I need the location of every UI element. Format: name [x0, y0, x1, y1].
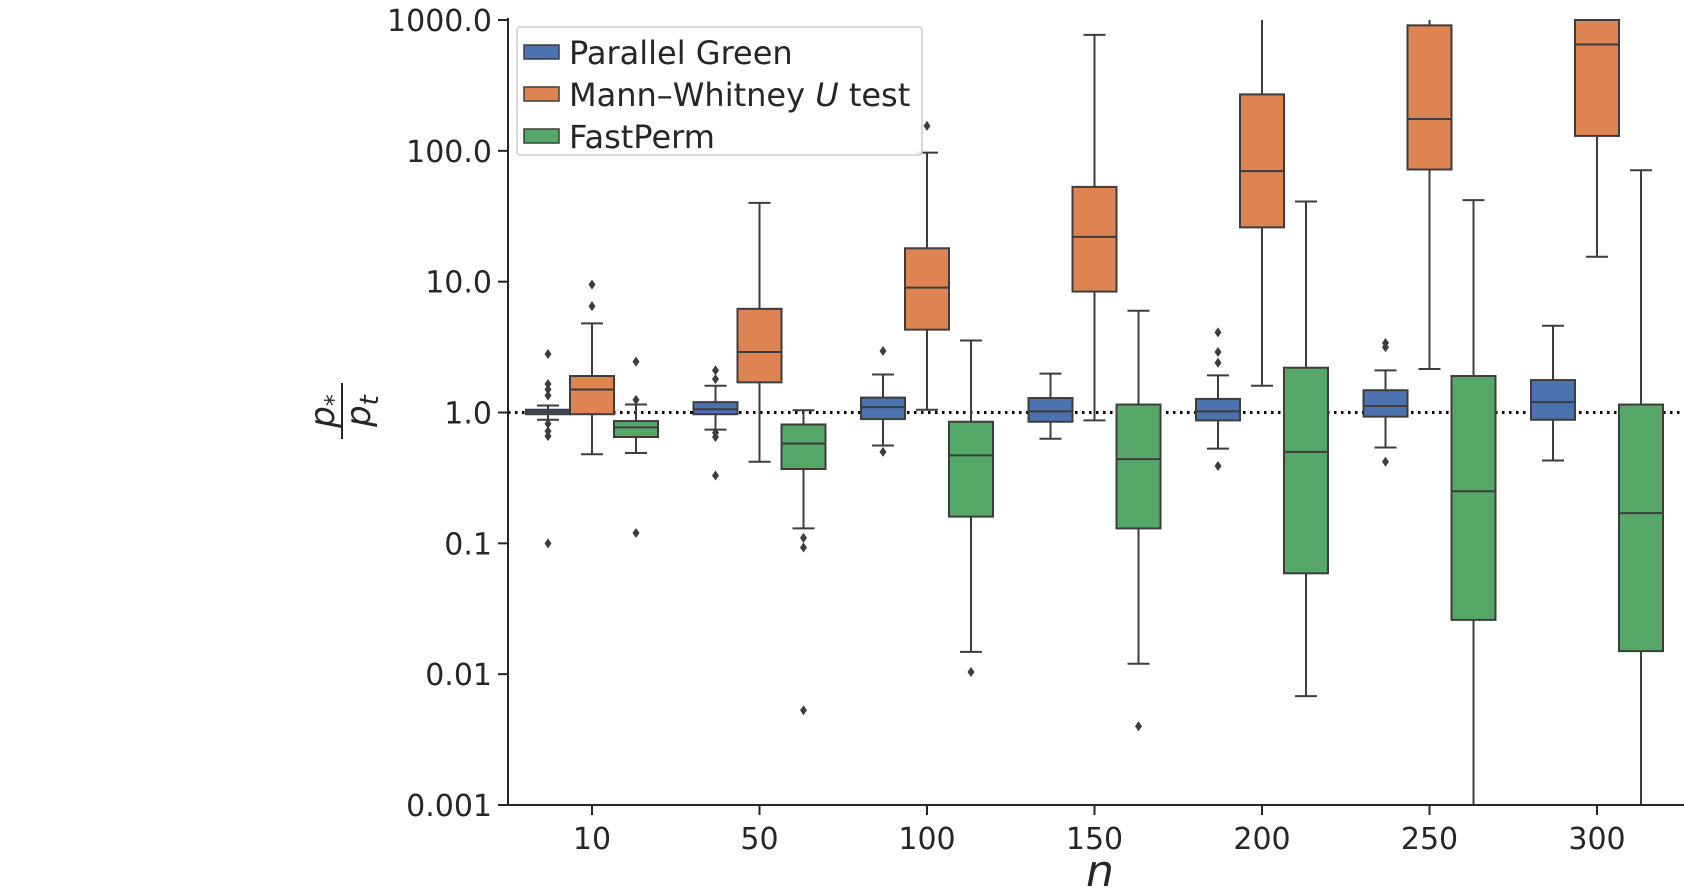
legend-entry-label: FastPerm — [569, 118, 715, 156]
y-tick-label: 0.001 — [406, 789, 492, 824]
outlier-point — [923, 120, 931, 131]
outlier-point — [800, 705, 807, 716]
box-body — [1115, 403, 1162, 530]
y-tick-label: 1.0 — [444, 397, 492, 432]
y-tick-label: 0.1 — [444, 527, 492, 562]
outlier-point — [544, 538, 552, 549]
box-body — [1406, 24, 1453, 171]
box-fastperm-50 — [780, 409, 827, 716]
legend-swatch — [523, 44, 560, 60]
x-tick-label: 150 — [1066, 822, 1123, 857]
outlier-point — [588, 279, 596, 290]
box-body — [1239, 93, 1285, 229]
box-parallel-green-150 — [1027, 372, 1074, 440]
legend-swatch — [523, 86, 560, 102]
box-body — [569, 375, 615, 416]
outlier-point — [544, 390, 552, 401]
y-axis-label-fraction: p*pt — [303, 383, 385, 439]
box-parallel-green-10 — [525, 348, 571, 549]
box-mann-whitney-u-test-10 — [569, 279, 615, 456]
outlier-point — [1214, 461, 1222, 472]
outlier-point — [632, 394, 640, 405]
legend-entry-label: Mann–Whitney U test — [569, 76, 910, 114]
outlier-point — [712, 374, 719, 385]
box-fastperm-200 — [1283, 200, 1329, 698]
box-body — [1195, 397, 1241, 422]
box-body — [780, 423, 827, 470]
outlier-point — [1382, 456, 1389, 467]
box-body — [1574, 19, 1620, 137]
box-mann-whitney-u-test-150 — [1071, 33, 1118, 422]
outlier-point — [544, 418, 552, 429]
box-body — [1618, 403, 1664, 653]
legend-box — [516, 26, 923, 156]
box-mann-whitney-u-test-300 — [1574, 19, 1620, 258]
outlier-point — [544, 384, 552, 395]
box-mann-whitney-u-test-100 — [904, 120, 950, 411]
box-body — [1027, 397, 1074, 423]
outlier-point — [1214, 327, 1222, 338]
legend: Parallel Green Mann–Whitney U test FastPer… — [516, 26, 923, 156]
box-body — [1283, 366, 1329, 575]
box-mann-whitney-u-test-250 — [1406, 20, 1453, 371]
x-tick-label: 250 — [1401, 822, 1458, 857]
box-fastperm-150 — [1115, 309, 1162, 732]
y-axis-label: p*pt — [303, 383, 385, 439]
x-tick-label: 50 — [740, 822, 778, 857]
box-body — [613, 420, 659, 438]
outlier-point — [632, 356, 640, 367]
outlier-point — [879, 346, 887, 357]
box-fastperm-100 — [948, 339, 994, 677]
box-body — [1450, 375, 1497, 621]
outlier-point — [544, 431, 552, 442]
y-tick-label: 100.0 — [406, 135, 492, 170]
box-body — [1071, 185, 1118, 293]
outlier-point — [1214, 347, 1222, 358]
box-body — [1362, 389, 1409, 418]
outlier-point — [967, 666, 975, 677]
box-parallel-green-50 — [692, 365, 739, 481]
box-fastperm-250 — [1450, 199, 1497, 805]
box-mann-whitney-u-test-200 — [1239, 20, 1285, 387]
y-tick-label: 10.0 — [425, 266, 492, 301]
outlier-point — [712, 365, 719, 376]
box-body — [904, 247, 950, 331]
box-body — [860, 396, 906, 421]
outlier-point — [1214, 357, 1222, 368]
outlier-point — [544, 379, 552, 390]
outlier-point — [712, 431, 719, 442]
box-mann-whitney-u-test-50 — [736, 201, 783, 463]
x-tick-label: 200 — [1233, 822, 1290, 857]
box-parallel-green-100 — [860, 346, 906, 457]
outlier-point — [800, 542, 807, 553]
outlier-point — [588, 301, 596, 312]
box-body — [692, 401, 739, 416]
outlier-point — [1135, 721, 1142, 732]
box-body — [1530, 379, 1576, 421]
y-tick-label: 1000.0 — [387, 4, 492, 39]
box-body — [736, 307, 783, 384]
outlier-point — [712, 470, 719, 481]
outlier-point — [544, 348, 552, 359]
legend-swatch — [523, 128, 560, 144]
box-body — [948, 420, 994, 518]
outlier-point — [800, 532, 807, 543]
outlier-point — [879, 446, 887, 457]
x-tick-label: 100 — [898, 822, 955, 857]
box-fastperm-10 — [613, 356, 659, 538]
legend-entry-label: Parallel Green — [569, 34, 793, 72]
plot-area — [508, 19, 1684, 805]
outlier-point — [1382, 342, 1389, 353]
axes: 0.001 0.01 0.1 1.0 10.0 100.0 1000.0 10 50 100 150… — [387, 4, 1684, 893]
box-parallel-green-250 — [1362, 337, 1409, 467]
outlier-point — [632, 527, 640, 538]
x-tick-label: 300 — [1568, 822, 1625, 857]
box-parallel-green-300 — [1530, 324, 1576, 462]
y-tick-label: 0.01 — [425, 658, 492, 693]
x-tick-label: 10 — [573, 822, 611, 857]
box-parallel-green-200 — [1195, 327, 1241, 472]
box-fastperm-300 — [1618, 169, 1664, 805]
x-axis-label: n — [1086, 846, 1114, 893]
